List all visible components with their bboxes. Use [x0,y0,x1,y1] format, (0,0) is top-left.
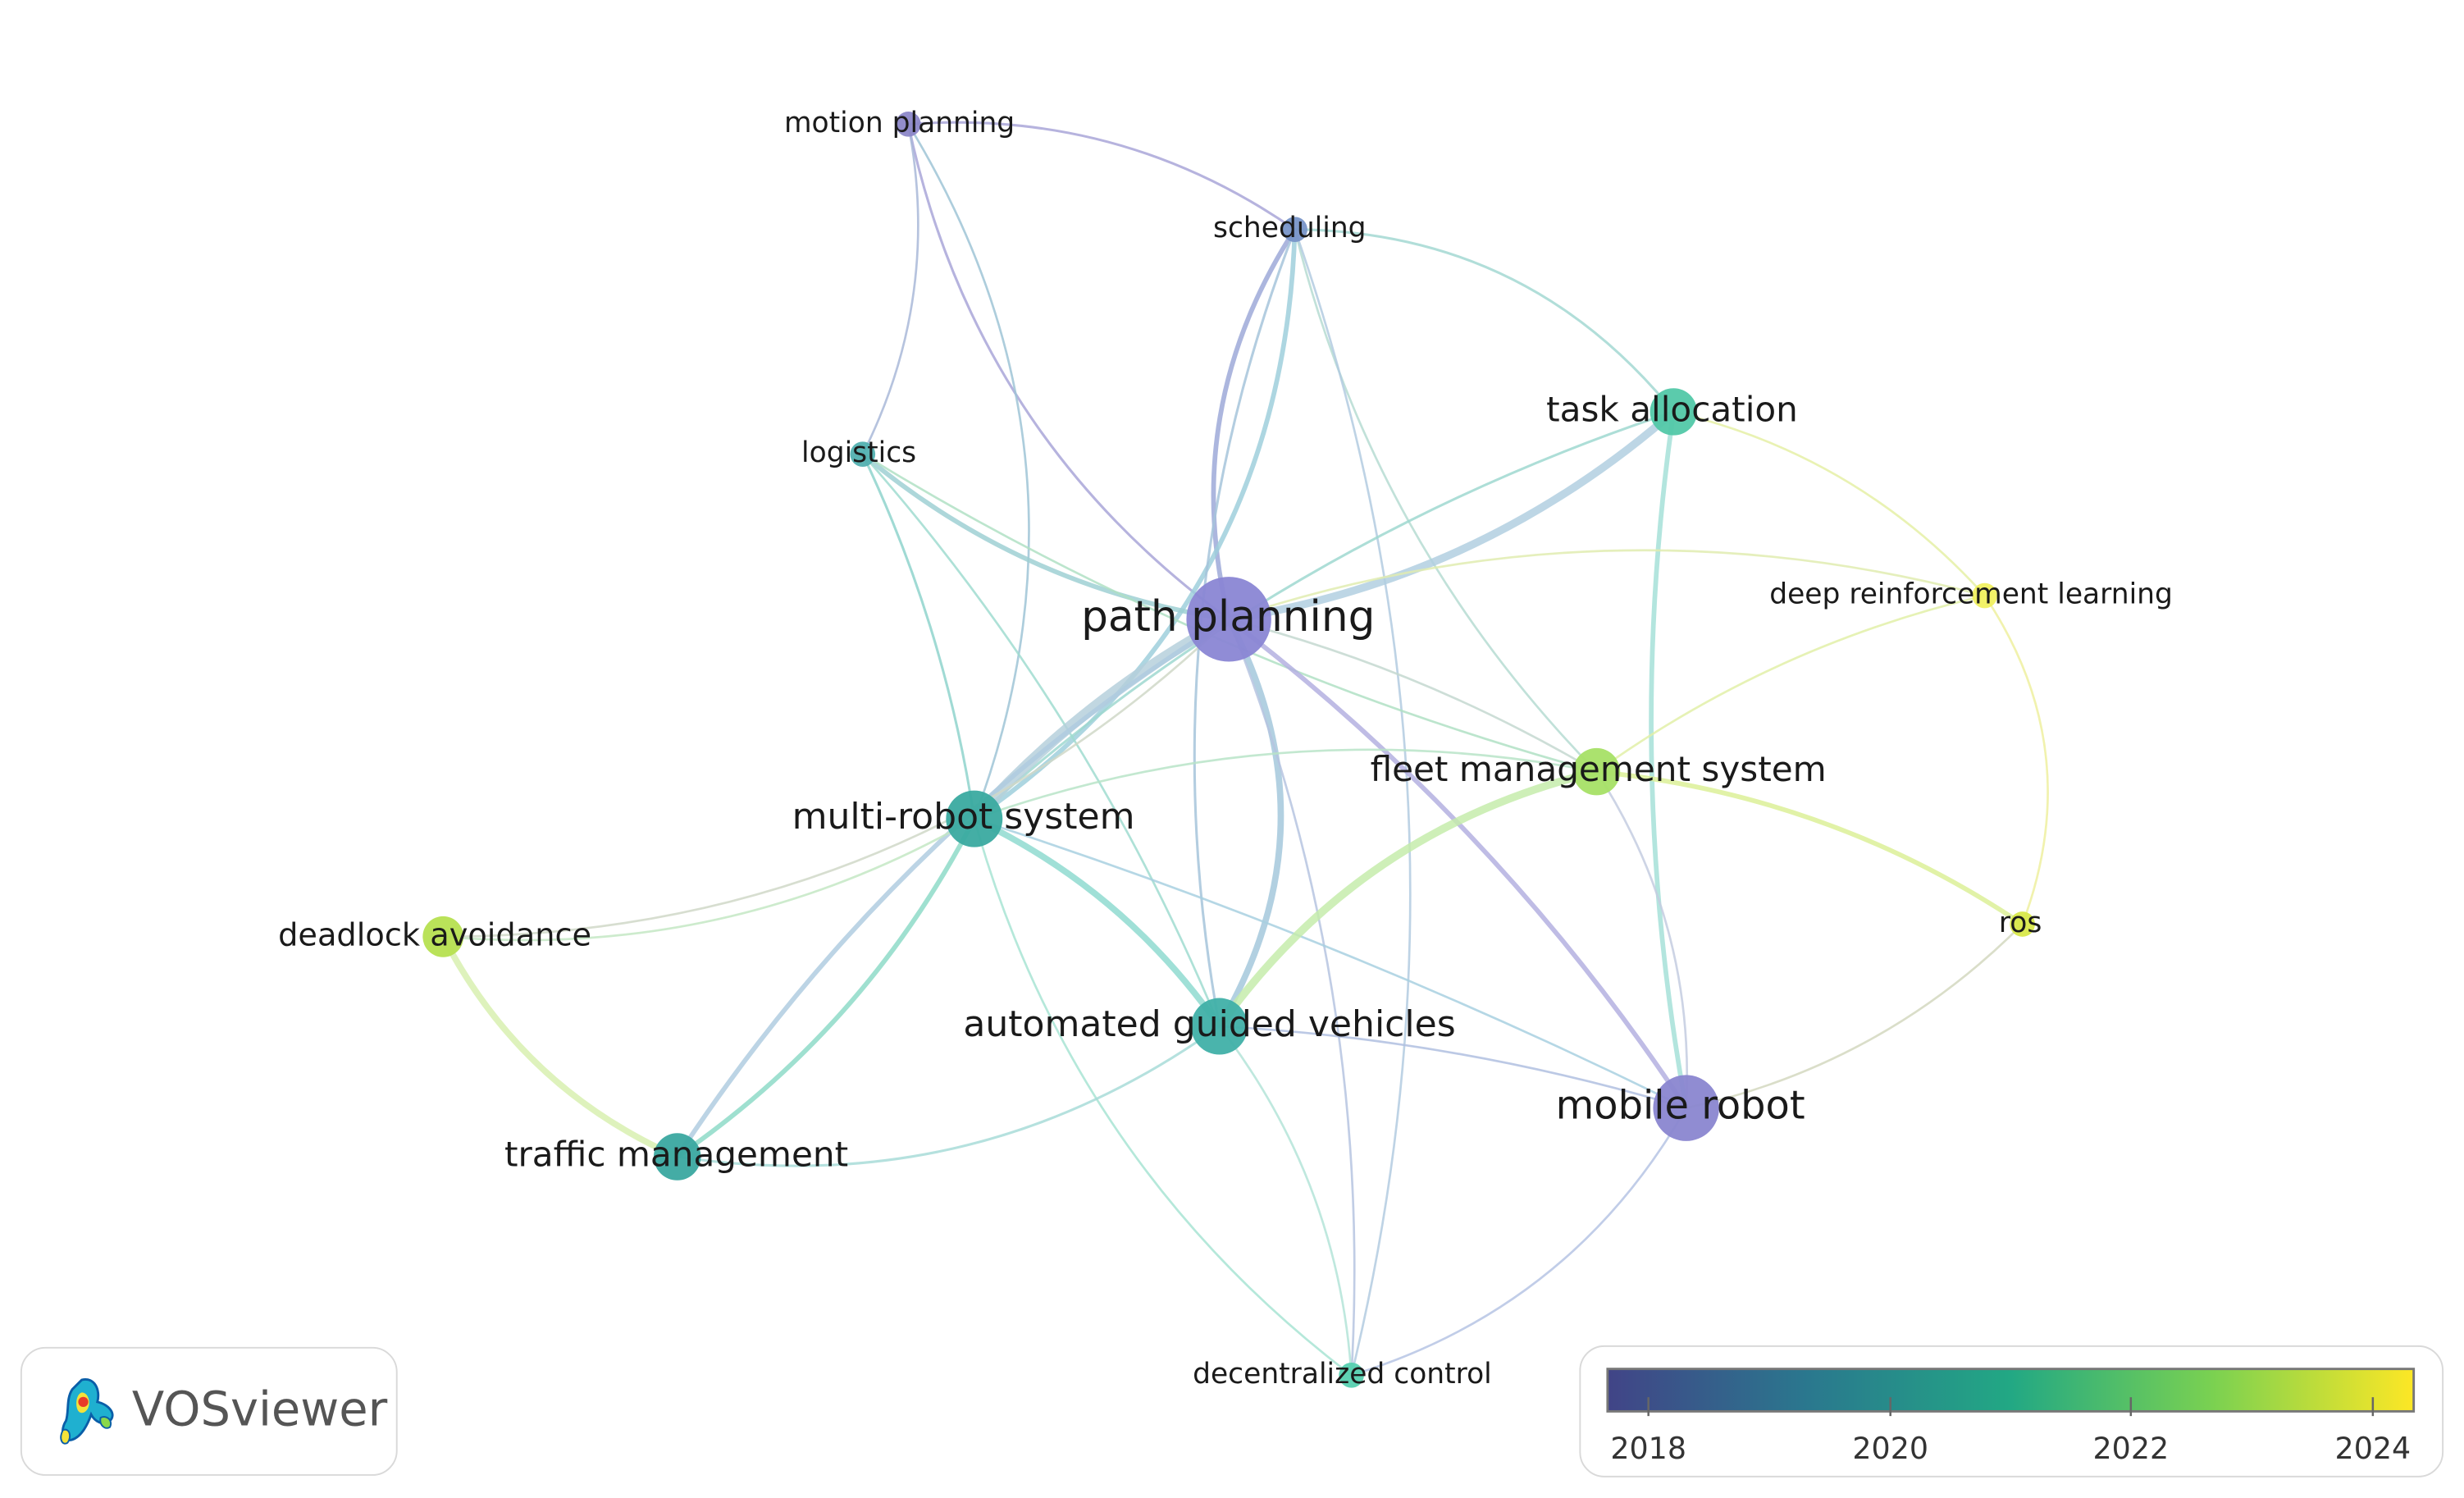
tick-label-2024: 2024 [2334,1432,2412,1467]
node-label-deep-reinforcement-learning[interactable]: deep reinforcement learning [1769,578,2173,611]
logo-text: VOSviewer [131,1382,388,1438]
vosviewer-logo: VOSviewer [20,1346,398,1476]
node-mobile-robot[interactable] [1653,1075,1719,1141]
link-fleet-management-system-automated-guided-vehicles[interactable] [1216,768,1598,1029]
node-task-allocation[interactable] [1650,388,1698,436]
node-motion-planning[interactable] [896,112,921,137]
node-deadlock-avoidance[interactable] [422,916,464,957]
node-label-deadlock-avoidance[interactable]: deadlock avoidance [278,916,591,953]
node-ros[interactable] [2010,911,2035,937]
link-multi-robot-system-deadlock-avoidance[interactable] [443,817,975,942]
node-label-multi-robot-system[interactable]: multi-robot system [792,796,1135,838]
label-layer: motion planning scheduling task allocation… [278,107,2173,1391]
node-logistics[interactable] [850,441,876,467]
link-scheduling-task-allocation[interactable] [1294,228,1675,413]
node-label-motion-planning[interactable]: motion planning [784,107,1015,139]
link-layer [440,121,2049,1377]
link-task-allocation-multi-robot-system[interactable] [973,410,1674,820]
link-ros-mobile-robot[interactable] [1686,923,2024,1109]
node-decentralized-control[interactable] [1339,1362,1364,1388]
vosviewer-logo-icon [60,1378,114,1445]
link-motion-planning-multi-robot-system[interactable] [907,123,1030,820]
link-path-planning-fleet-management-system[interactable] [1228,618,1598,773]
node-label-fleet-management-system[interactable]: fleet management system [1371,749,1827,789]
link-multi-robot-system-decentralized-control[interactable] [973,818,1353,1377]
link-path-planning-deep-reinforcement-learning[interactable] [1228,549,1985,621]
link-task-allocation-deep-reinforcement-learning[interactable] [1673,410,1986,596]
node-label-automated-guided-vehicles[interactable]: automated guided vehicles [963,1003,1455,1045]
link-path-planning-mobile-robot[interactable] [1227,617,1689,1110]
node-label-task-allocation[interactable]: task allocation [1546,389,1798,429]
link-logistics-path-planning[interactable] [860,452,1230,622]
tick-label-2018: 2018 [1610,1432,1686,1467]
link-motion-planning-scheduling[interactable] [908,121,1296,231]
link-deadlock-avoidance-traffic-management[interactable] [440,935,679,1160]
node-automated-guided-vehicles[interactable] [1191,998,1248,1055]
link-mobile-robot-decentralized-control[interactable] [1351,1107,1687,1377]
color-scale-bar [1606,1368,2416,1417]
link-fleet-management-system-mobile-robot[interactable] [1595,770,1689,1108]
node-layer [422,112,2035,1388]
node-label-decentralized-control[interactable]: decentralized control [1193,1358,1492,1391]
year-color-legend: 2018 2020 2022 2024 [1579,1345,2444,1477]
link-path-planning-deadlock-avoidance[interactable] [443,618,1230,939]
node-label-logistics[interactable]: logistics [801,436,916,469]
link-multi-robot-system-traffic-management[interactable] [676,817,977,1159]
link-motion-planning-path-planning[interactable] [906,124,1230,621]
link-path-planning-automated-guided-vehicles[interactable] [1216,618,1284,1028]
node-label-scheduling[interactable]: scheduling [1213,212,1367,244]
node-deep-reinforcement-learning[interactable] [1972,582,1997,609]
link-deep-reinforcement-learning-ros[interactable] [1983,595,2049,925]
link-multi-robot-system-automated-guided-vehicles[interactable] [973,815,1222,1029]
link-traffic-management-automated-guided-vehicles[interactable] [677,1025,1221,1167]
tick-label-2020: 2020 [1852,1432,1929,1467]
node-traffic-management[interactable] [653,1133,701,1181]
node-label-path-planning[interactable]: path planning [1081,592,1375,642]
link-path-planning-decentralized-control[interactable] [1227,619,1356,1376]
link-scheduling-decentralized-control[interactable] [1294,229,1412,1376]
node-label-mobile-robot[interactable]: mobile robot [1556,1084,1805,1129]
node-scheduling[interactable] [1282,217,1307,243]
link-fleet-management-system-deep-reinforcement-learning[interactable] [1595,594,1985,773]
link-task-allocation-path-planning[interactable] [1228,409,1677,623]
node-path-planning[interactable] [1186,577,1271,662]
link-task-allocation-mobile-robot[interactable] [1649,411,1689,1109]
link-logistics-multi-robot-system[interactable] [861,454,976,820]
link-multi-robot-system-fleet-management-system[interactable] [974,748,1597,820]
link-automated-guided-vehicles-decentralized-control[interactable] [1218,1025,1353,1376]
link-path-planning-traffic-management[interactable] [675,617,1230,1158]
node-fleet-management-system[interactable] [1572,747,1621,796]
node-label-traffic-management[interactable]: traffic management [504,1135,848,1175]
link-automated-guided-vehicles-mobile-robot[interactable] [1219,1025,1687,1109]
link-fleet-management-system-ros[interactable] [1596,769,2024,926]
link-motion-planning-logistics[interactable] [861,124,919,455]
link-scheduling-multi-robot-system[interactable] [973,229,1298,821]
node-label-ros[interactable]: ros [1999,907,2042,939]
node-multi-robot-system[interactable] [946,790,1003,847]
link-multi-robot-system-mobile-robot[interactable] [974,817,1687,1109]
tick-label-2022: 2022 [2092,1432,2170,1467]
link-scheduling-path-planning[interactable] [1211,228,1298,620]
link-logistics-automated-guided-vehicles[interactable] [861,453,1221,1027]
